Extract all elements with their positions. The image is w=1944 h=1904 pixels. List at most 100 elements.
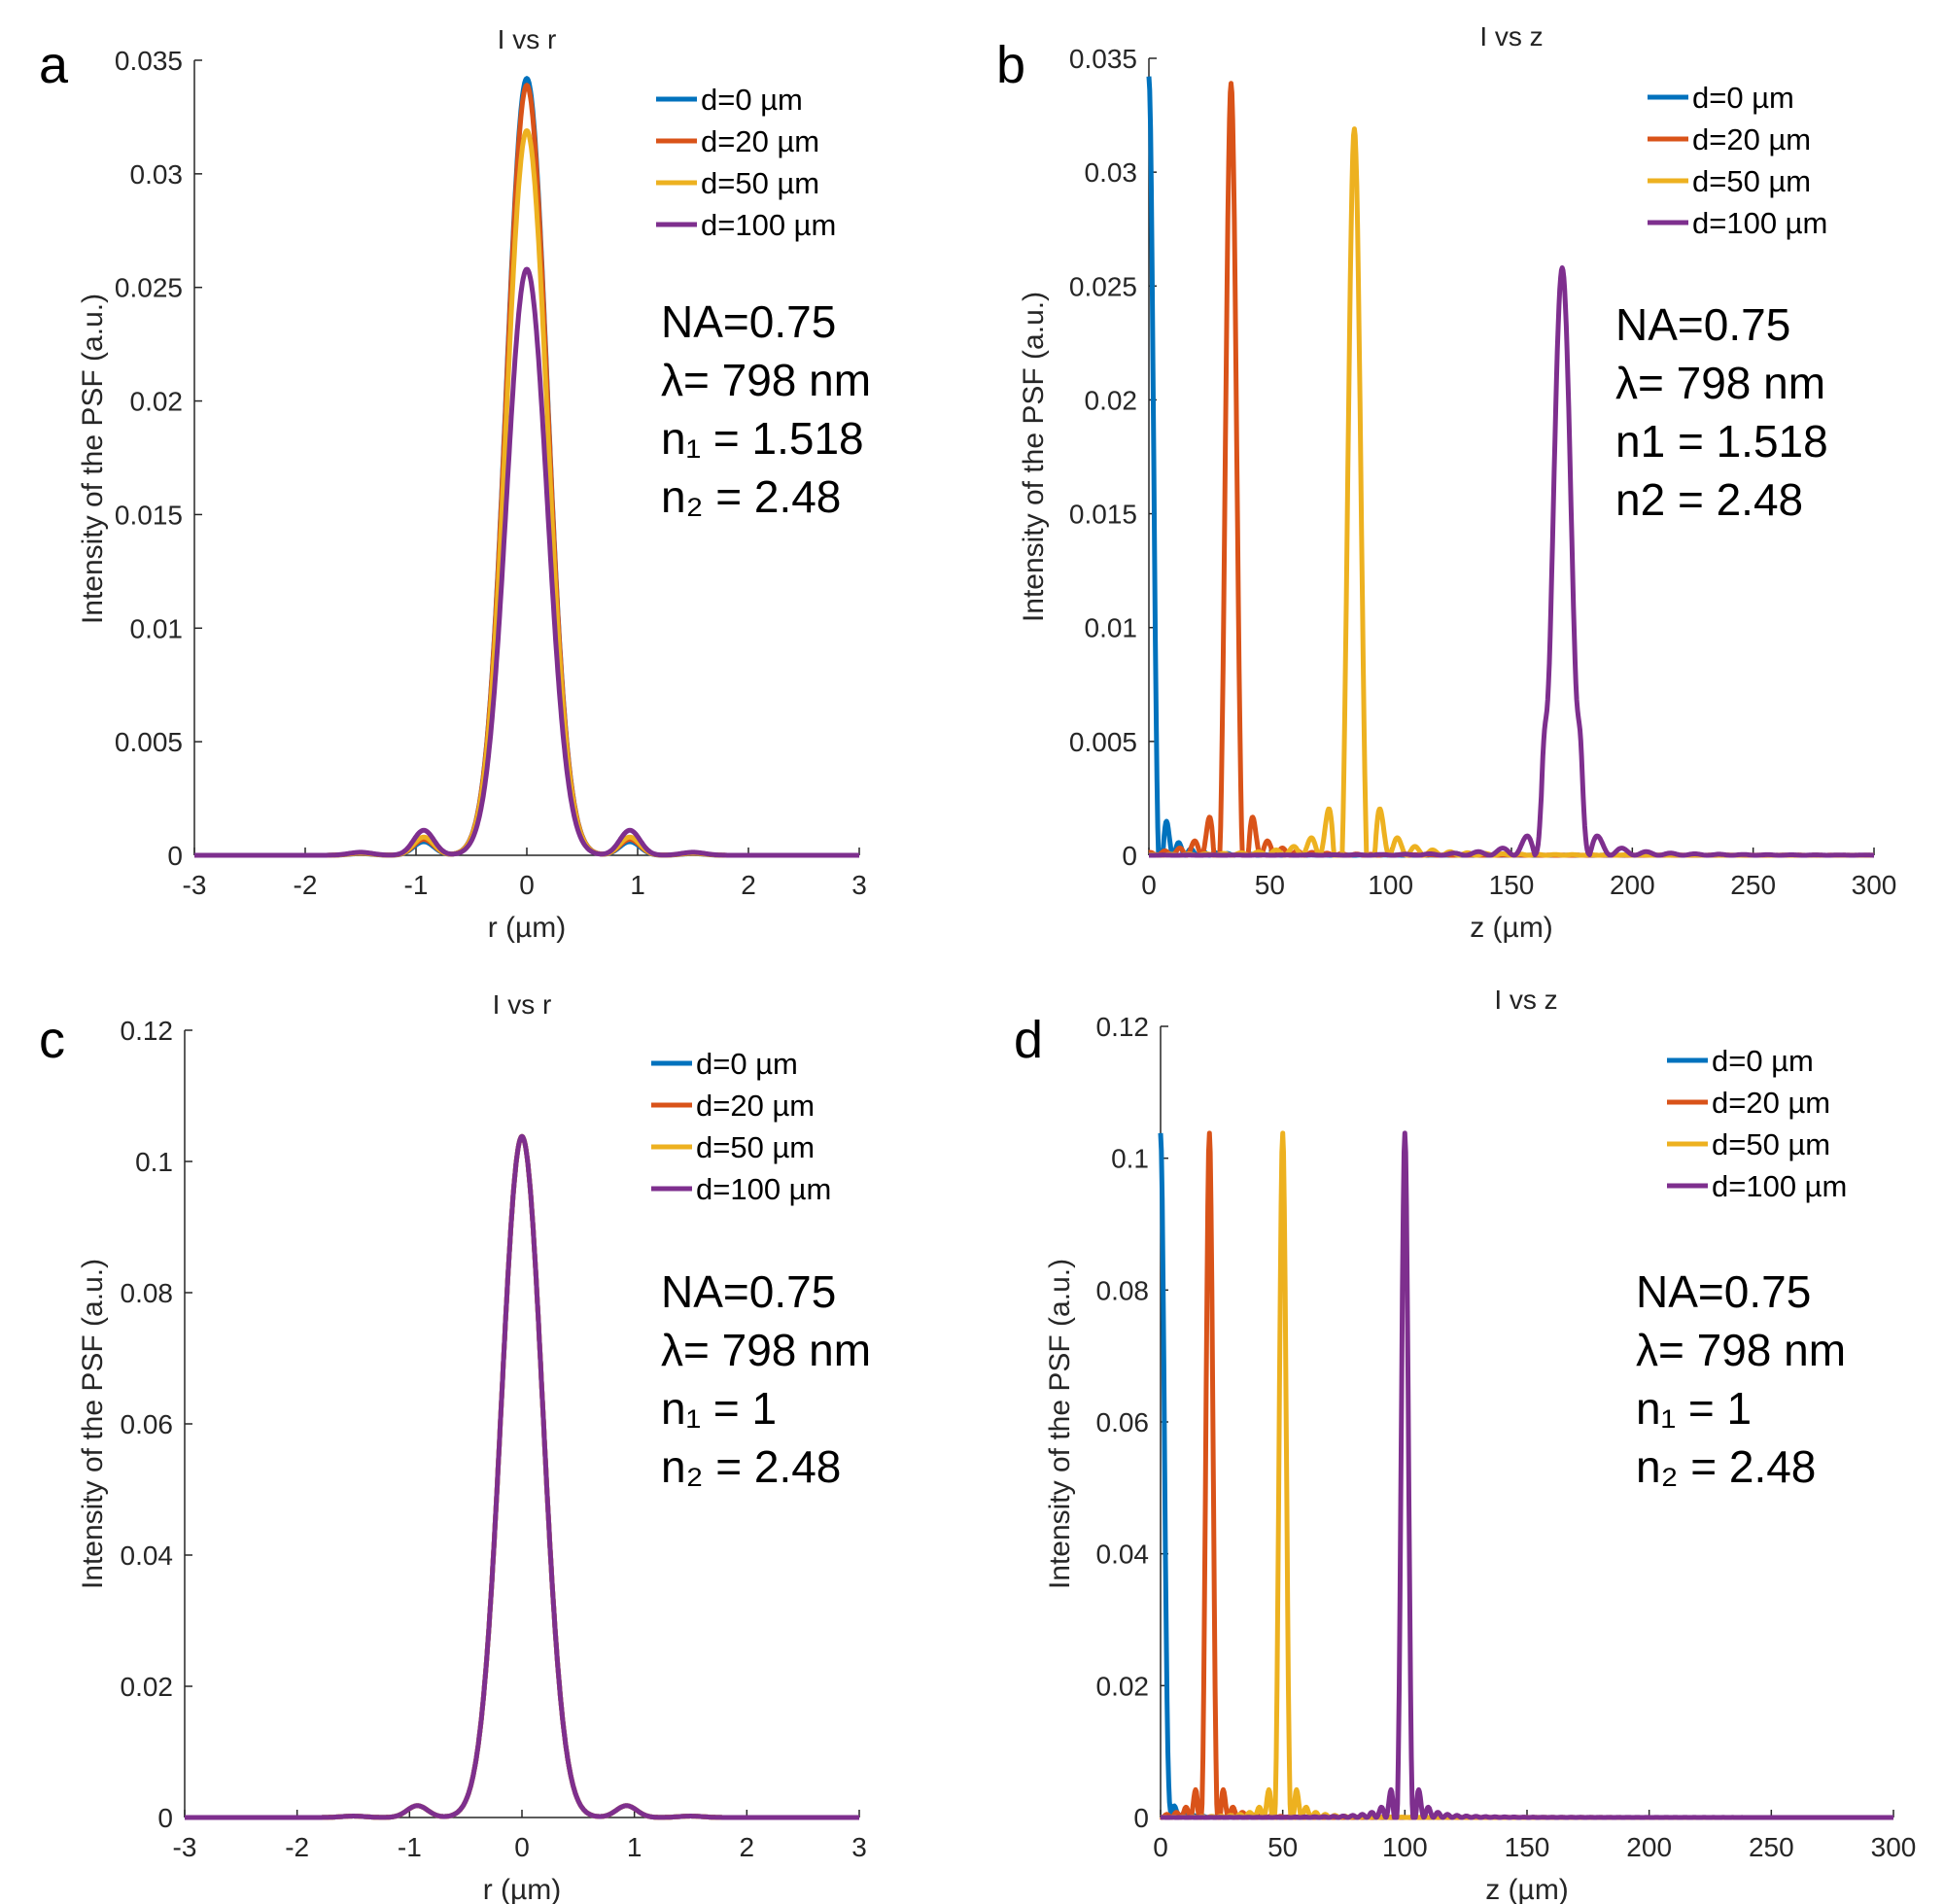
x-axis-label: z (µm) [1485, 1874, 1569, 1904]
x-tick-label: -3 [173, 1832, 197, 1862]
x-axis-label: r (µm) [488, 912, 567, 944]
annotation-line: NA=0.75 [1636, 1266, 1811, 1317]
y-tick-label: 0 [1133, 1803, 1149, 1833]
y-tick-label: 0.02 [121, 1672, 174, 1702]
y-tick-label: 0 [167, 841, 183, 871]
y-axis-label: Intensity of the PSF (a.u.) [1044, 1259, 1076, 1589]
x-axis-label: r (µm) [483, 1874, 562, 1904]
y-tick-label: 0.035 [115, 46, 183, 76]
panel-label: b [996, 36, 1025, 94]
series-line-d=20 µm [1147, 81, 1876, 858]
x-tick-label: 0 [1141, 870, 1157, 900]
y-tick-label: 0.005 [115, 727, 183, 757]
x-tick-label: 1 [627, 1832, 642, 1862]
series-line-d=100 µm [183, 1133, 861, 1820]
annotation-line: λ= 798 nm [661, 355, 871, 405]
y-axis-label: Intensity of the PSF (a.u.) [77, 1259, 109, 1589]
x-tick-label: -2 [285, 1832, 309, 1862]
x-axis-label: z (µm) [1470, 912, 1553, 944]
annotation-line: NA=0.75 [661, 1266, 836, 1317]
y-tick-label: 0.02 [130, 387, 184, 417]
legend-entry: d=0 µm [701, 83, 803, 117]
y-axis-label: Intensity of the PSF (a.u.) [1018, 292, 1050, 622]
chart-title: I vs z [1479, 21, 1543, 52]
chart-title: I vs z [1494, 985, 1557, 1015]
annotation-line: n₂ = 2.48 [661, 471, 841, 522]
annotation-line: n₂ = 2.48 [661, 1441, 841, 1492]
x-tick-label: 50 [1267, 1832, 1298, 1862]
y-tick-label: 0.04 [1096, 1540, 1150, 1570]
x-tick-label: 300 [1852, 870, 1897, 900]
y-tick-label: 0.08 [1096, 1275, 1150, 1305]
x-tick-label: 50 [1255, 870, 1285, 900]
panel-b: b I vs z 0 50 100 150 200 250 300 0 0.005 0.01 0.015… [996, 21, 1896, 944]
annotation-line: n₂ = 2.48 [1636, 1441, 1816, 1492]
panel-a: a I vs r -3 -2 -1 0 1 2 3 0 0.005 0.01 0.015 0.02 0.02… [39, 24, 871, 944]
x-tick-label: -3 [183, 870, 207, 900]
annotation-line: n1 = 1.518 [1615, 416, 1828, 467]
y-tick-label: 0.025 [1069, 271, 1137, 301]
y-tick-label: 0.1 [1111, 1144, 1149, 1174]
x-tick-label: -1 [398, 1832, 422, 1862]
legend-entry: d=50 µm [696, 1130, 815, 1164]
panel-label: a [39, 36, 69, 94]
x-tick-label: 100 [1368, 870, 1413, 900]
y-tick-label: 0.025 [115, 273, 183, 303]
annotation-line: n2 = 2.48 [1615, 474, 1803, 525]
y-tick-label: 0.035 [1069, 44, 1137, 74]
panel-label: c [39, 1011, 65, 1069]
x-tick-label: 100 [1382, 1832, 1428, 1862]
y-axis-label: Intensity of the PSF (a.u.) [77, 294, 109, 624]
chart-title: I vs r [493, 989, 552, 1020]
y-tick-label: 0 [157, 1803, 173, 1833]
x-tick-label: 250 [1730, 870, 1776, 900]
panel-d: d I vs z 0 50 100 150 200 250 300 0 0.02 0.04 0.06 0.… [1014, 985, 1916, 1904]
y-tick-label: 0.015 [1069, 500, 1137, 530]
y-tick-label: 0.12 [121, 1016, 174, 1046]
y-tick-label: 0.01 [130, 613, 184, 643]
annotation-line: λ= 798 nm [1636, 1325, 1846, 1375]
annotation-line: λ= 798 nm [661, 1325, 871, 1375]
annotation-line: n₁ = 1 [661, 1383, 777, 1434]
x-tick-label: 3 [851, 870, 867, 900]
legend-entry: d=0 µm [1712, 1044, 1814, 1078]
y-tick-label: 0.1 [135, 1147, 173, 1177]
legend-entry: d=100 µm [701, 208, 836, 242]
y-tick-label: 0.04 [121, 1541, 174, 1571]
y-tick-label: 0.08 [121, 1278, 174, 1308]
y-tick-label: 0.02 [1085, 385, 1138, 415]
x-tick-label: 250 [1749, 1832, 1794, 1862]
legend-entry: d=50 µm [701, 166, 819, 200]
legend-entry: d=20 µm [696, 1089, 815, 1123]
y-tick-label: 0.005 [1069, 727, 1137, 757]
y-tick-label: 0.06 [1096, 1407, 1150, 1437]
series-line-d=100 µm [1159, 1130, 1895, 1820]
legend-entry: d=20 µm [1712, 1086, 1830, 1120]
x-tick-label: 150 [1489, 870, 1535, 900]
panel-label: d [1014, 1011, 1043, 1069]
x-tick-label: -2 [294, 870, 318, 900]
y-tick-label: 0.03 [1085, 157, 1138, 188]
annotation-line: n₁ = 1.518 [661, 413, 864, 464]
x-tick-label: 0 [514, 1832, 530, 1862]
y-tick-label: 0 [1122, 841, 1137, 871]
x-tick-label: 0 [519, 870, 535, 900]
x-tick-label: 200 [1626, 1832, 1672, 1862]
legend-entry: d=100 µm [1692, 206, 1827, 240]
legend-entry: d=20 µm [701, 124, 819, 158]
x-tick-label: 150 [1505, 1832, 1550, 1862]
legend-entry: d=0 µm [696, 1047, 798, 1081]
x-tick-label: 200 [1610, 870, 1655, 900]
series-line-d=20 µm [192, 83, 861, 858]
x-tick-label: 3 [851, 1832, 867, 1862]
annotation-line: NA=0.75 [1615, 299, 1790, 350]
y-tick-label: 0.03 [130, 159, 184, 190]
series-line-d=100 µm [1147, 265, 1876, 858]
legend-entry: d=50 µm [1692, 164, 1811, 198]
legend-entry: d=20 µm [1692, 122, 1811, 156]
chart-title: I vs r [498, 24, 557, 54]
legend-entry: d=0 µm [1692, 81, 1794, 115]
series-line-d=100 µm [192, 266, 861, 858]
x-tick-label: -1 [404, 870, 429, 900]
